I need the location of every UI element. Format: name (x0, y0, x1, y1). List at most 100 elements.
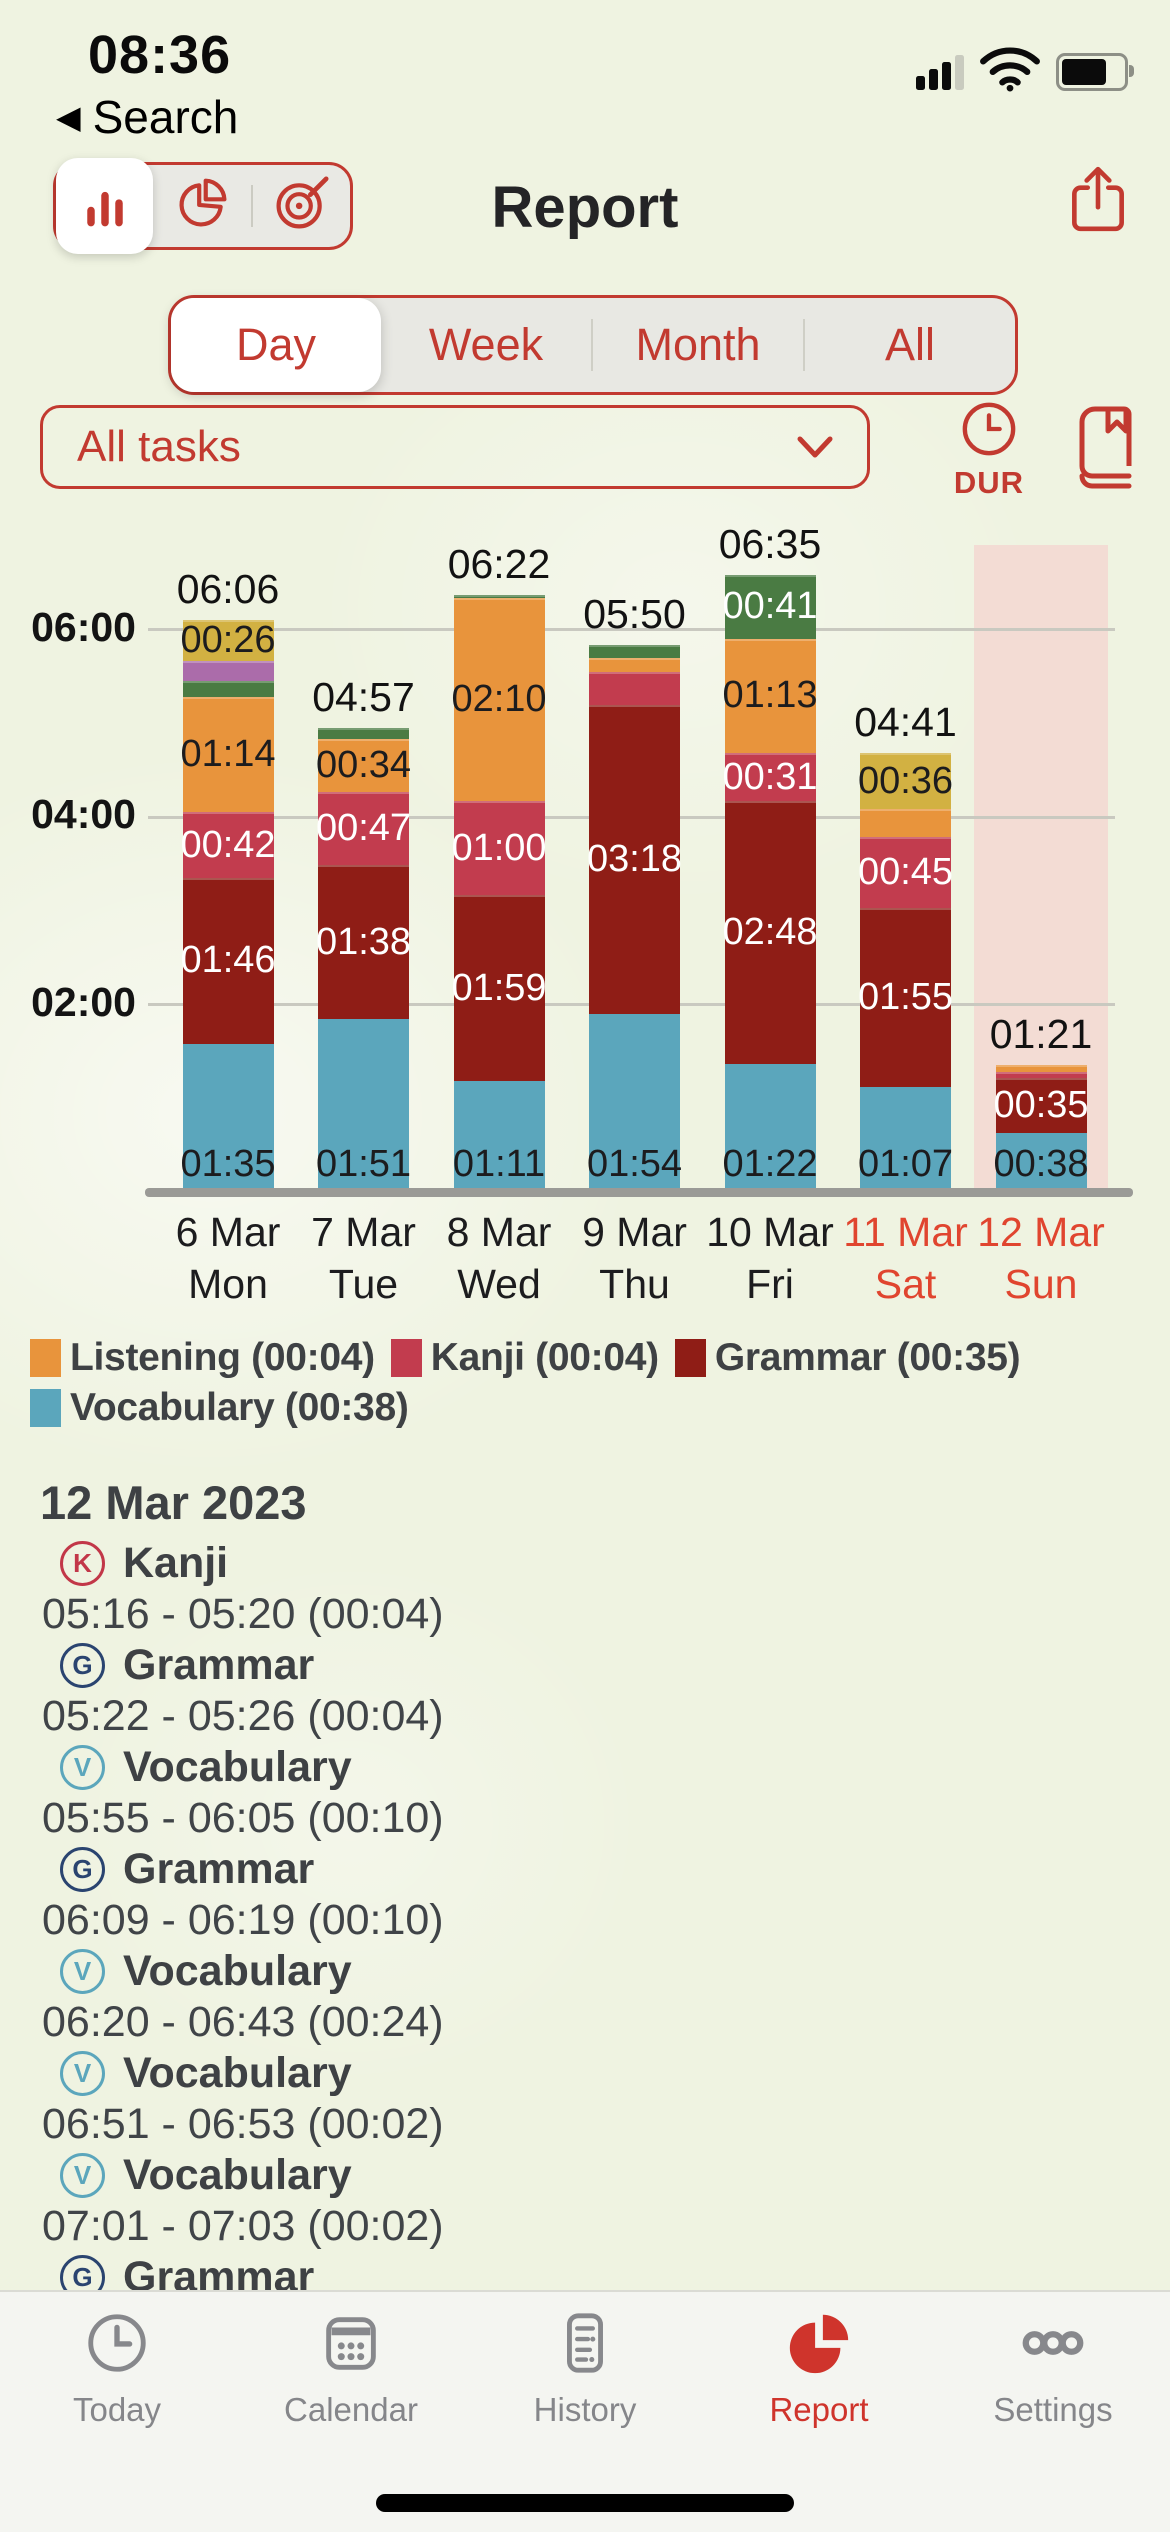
task-initial-icon-k: K (60, 1541, 105, 1586)
bar-segment-grammar[interactable]: 02:48 (722, 801, 818, 1064)
range-separator (803, 318, 805, 372)
segment-value-label: 00:42 (180, 823, 276, 866)
bar-segment-listening[interactable]: 02:10 (451, 598, 547, 802)
bar-segment-grammar[interactable]: 01:59 (451, 895, 547, 1082)
legend-label: Kanji (00:04) (430, 1336, 659, 1379)
bar-segment-listening[interactable] (860, 809, 951, 838)
bar-segment-grammar[interactable]: 01:55 (857, 907, 954, 1088)
segment-value-label: 03:18 (586, 837, 683, 880)
bar-segment-vocabulary[interactable]: 01:35 (180, 1043, 276, 1192)
bar-segment-kanji[interactable]: 01:00 (451, 801, 547, 896)
x-label-date: 11 Mar (843, 1209, 968, 1255)
home-indicator[interactable] (376, 2494, 794, 2512)
task-time-range: 06:51 - 06:53 (00:02) (42, 2100, 444, 2148)
bar-segment-kanji[interactable] (995, 1071, 1087, 1078)
tab-history[interactable]: History (468, 2292, 702, 2532)
journal-button[interactable] (1072, 402, 1136, 497)
chart-type-option-pie-chart[interactable] (153, 165, 250, 247)
bar-segment-green[interactable] (318, 727, 409, 739)
clock-icon (962, 402, 1016, 456)
chart-type-option-bar-chart[interactable] (56, 158, 154, 254)
bar-segment-listening[interactable]: 00:34 (316, 738, 411, 792)
report-pie-icon (784, 2308, 854, 2383)
legend-item-listening: Listening (00:04) (30, 1336, 375, 1380)
segment-value-label: 00:26 (180, 618, 276, 661)
bar-segment-kanji[interactable]: 00:45 (857, 837, 954, 908)
bar-segment-kanji[interactable] (589, 671, 680, 705)
detail-entry-kanji[interactable]: K Kanji (40, 1538, 1140, 1589)
segment-value-label: 00:45 (857, 850, 954, 893)
x-label-weekday: Wed (457, 1261, 541, 1307)
share-button[interactable] (1070, 164, 1126, 241)
segment-value-label: 01:11 (452, 1143, 546, 1185)
bar-segment-kanji[interactable]: 00:42 (180, 812, 276, 878)
bar-segment-kanji[interactable]: 00:47 (316, 792, 411, 866)
chart-type-option-target[interactable] (253, 165, 350, 247)
segment-value-label: 00:38 (993, 1143, 1089, 1185)
bar-segment-green[interactable] (589, 645, 680, 658)
duration-mode-button[interactable]: DUR (946, 400, 1032, 501)
day-detail-section: 12 Mar 2023 K Kanji 05:16 - 05:20 (00:04) G… (40, 1476, 1140, 2303)
task-initial-icon-v: V (60, 1949, 105, 1994)
bar-segment-listening[interactable]: 01:14 (180, 696, 276, 813)
bar-segment-listening[interactable] (995, 1065, 1087, 1072)
bar-segment-grammar[interactable]: 03:18 (586, 704, 683, 1014)
tab-today[interactable]: Today (0, 2292, 234, 2532)
tab-range-day[interactable]: Day (171, 298, 381, 392)
tab-calendar[interactable]: Calendar (234, 2292, 468, 2532)
legend-label: Vocabulary (00:38) (70, 1386, 409, 1429)
tab-bar: Today Calendar History Report Settings (0, 2290, 1170, 2532)
x-axis-label-sun: 12 Mar Sun (941, 1206, 1141, 1310)
bar-segment-green[interactable]: 00:41 (722, 574, 818, 639)
detail-entry-vocabulary[interactable]: V Vocabulary (40, 1742, 1140, 1793)
legend-item-vocabulary: Vocabulary (00:38) (30, 1386, 409, 1430)
range-tabs: Day Week Month All (168, 295, 1018, 395)
task-name: Grammar (123, 1845, 315, 1893)
bar-total-label: 06:06 (176, 566, 280, 613)
tab-range-week[interactable]: Week (428, 319, 544, 370)
bar-total-label: 04:57 (312, 673, 415, 720)
bar-total-label: 04:41 (854, 698, 957, 745)
segment-value-label: 01:55 (857, 975, 954, 1018)
detail-entry-vocabulary[interactable]: V Vocabulary (40, 2048, 1140, 2099)
bar-segment-listening[interactable]: 01:13 (722, 638, 818, 753)
bar-segment-vocabulary[interactable]: 01:11 (452, 1081, 546, 1192)
bar-segment-vocabulary[interactable]: 00:38 (993, 1132, 1089, 1192)
bar-segment-gold[interactable]: 00:36 (858, 752, 953, 810)
bar-segment-purple[interactable] (182, 660, 274, 682)
detail-entry-grammar[interactable]: G Grammar (40, 1844, 1140, 1895)
duration-mode-label: DUR (953, 465, 1025, 500)
share-icon (1072, 166, 1124, 232)
bar-segment-grammar[interactable]: 01:38 (316, 865, 411, 1019)
task-initial-icon-v: V (60, 2051, 105, 2096)
task-name: Vocabulary (123, 2049, 352, 2097)
bar-segment-listening[interactable] (589, 657, 680, 672)
bar-segment-vocabulary[interactable]: 01:51 (315, 1018, 412, 1192)
tab-settings[interactable]: Settings (936, 2292, 1170, 2532)
bar-segment-green[interactable] (182, 681, 274, 697)
detail-entry-grammar[interactable]: G Grammar (40, 1640, 1140, 1691)
status-time: 08:36 (88, 25, 232, 85)
bar-segment-kanji[interactable]: 00:31 (722, 752, 818, 802)
bar-segment-green[interactable] (453, 595, 545, 599)
detail-entry-vocabulary[interactable]: V Vocabulary (40, 1946, 1140, 1997)
bar-segment-vocabulary[interactable]: 01:54 (587, 1013, 682, 1192)
task-filter-select[interactable]: All tasks (40, 405, 870, 489)
tab-report[interactable]: Report (702, 2292, 936, 2532)
tab-range-all[interactable]: All (884, 319, 935, 370)
task-time-range: 07:01 - 07:03 (00:02) (42, 2202, 444, 2250)
tab-label: Settings (993, 2391, 1113, 2428)
clock-icon (82, 2308, 152, 2383)
bar-segment-vocabulary[interactable]: 01:07 (858, 1087, 953, 1192)
bar-segment-grammar[interactable]: 01:46 (180, 877, 276, 1044)
tab-range-month[interactable]: Month (635, 319, 761, 370)
bar-segment-grammar[interactable]: 00:35 (993, 1077, 1089, 1133)
bar-segment-vocabulary[interactable]: 01:22 (722, 1063, 818, 1192)
detail-entry-vocabulary[interactable]: V Vocabulary (40, 2150, 1140, 2201)
chart-type-switcher[interactable] (53, 158, 353, 254)
back-to-search-button[interactable]: ◀ Search (56, 90, 238, 144)
pie-chart-icon (174, 176, 230, 237)
ellipsis-icon (1018, 2308, 1088, 2383)
bar-segment-gold[interactable]: 00:26 (180, 618, 276, 661)
segment-value-label: 01:51 (315, 1143, 412, 1185)
